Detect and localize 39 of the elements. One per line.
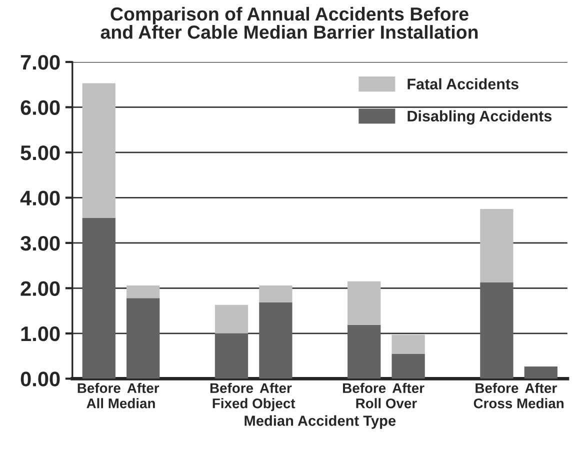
bar: [480, 282, 514, 379]
text: All Median: [86, 398, 155, 408]
bar: [392, 354, 425, 379]
x-tick-label: After: [525, 382, 557, 394]
y-tick-label: 3.00: [20, 236, 60, 251]
bar: [82, 83, 116, 218]
text: Cross Median: [474, 398, 564, 408]
bar: [214, 333, 248, 379]
chart-title: Comparison of Annual Accidents Before and After Cable Median Barrier Installation: [100, 6, 478, 39]
x-tick-label: Before: [210, 382, 254, 394]
x-tick-label: Before: [78, 382, 120, 394]
bar: [348, 324, 381, 379]
bar: [480, 209, 514, 282]
bar: [259, 302, 292, 379]
y-tick-label: 2.00: [20, 281, 60, 296]
bar: [392, 334, 425, 354]
text: Fixed Object: [212, 398, 296, 412]
text: Roll Over: [356, 398, 417, 408]
y-tick-label: 4.00: [20, 190, 60, 206]
bar: [126, 285, 160, 298]
x-tick-label: Before: [476, 382, 518, 394]
x-tick-label: Before: [343, 382, 386, 394]
bar: [524, 366, 558, 379]
x-tick-label: After: [392, 382, 424, 394]
bar: [348, 281, 381, 325]
x-axis-title: Median Accident Type: [244, 415, 396, 429]
y-tick-label: 1.00: [21, 326, 60, 342]
x-tick-label: After: [127, 382, 160, 394]
y-tick-label: 7.00: [20, 54, 60, 70]
y-tick-label: 6.00: [20, 100, 60, 115]
legend-label: Disabling Accidents: [408, 110, 552, 125]
legend-label: Fatal Accidents: [408, 78, 518, 90]
bar: [214, 304, 248, 334]
bar: [82, 218, 116, 379]
bar: [259, 285, 292, 302]
bar: [126, 298, 160, 379]
y-tick-label: 5.00: [20, 145, 60, 160]
y-tick-label: 0.00: [20, 372, 60, 386]
x-tick-label: After: [260, 382, 292, 394]
